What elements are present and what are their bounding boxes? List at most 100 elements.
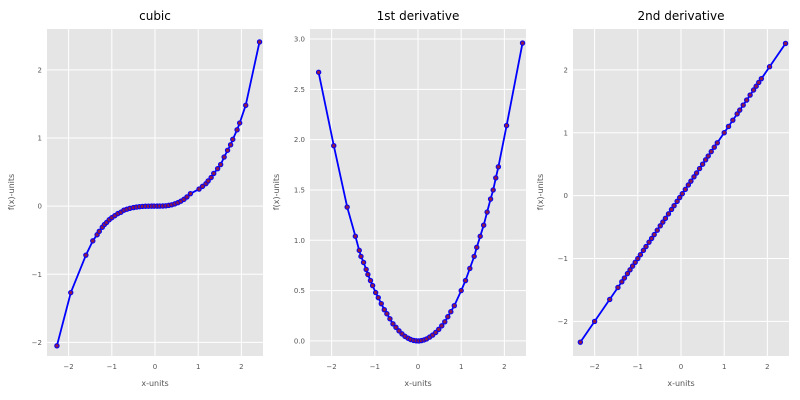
data-point-cubic-45: [221, 154, 227, 160]
data-point-second-derivative-12: [640, 247, 647, 254]
data-point-second-derivative-25: [677, 194, 683, 201]
data-point-second-derivative-47: [750, 87, 757, 93]
data-point-cubic-40: [205, 178, 211, 184]
x-tick-label-first-derivative-0: −2: [326, 363, 336, 371]
data-point-second-derivative-22: [668, 206, 675, 213]
y-tick-label-first-derivative-0: 0.0: [294, 337, 305, 345]
data-point-cubic-5: [96, 228, 102, 235]
data-point-cubic-47: [227, 142, 234, 148]
data-point-first-derivative-15: [384, 311, 390, 317]
panel-cubic: −2 −1 0 1 2 −2 −1 0 1 2 cubic x-units f(x)-units: [7, 9, 263, 388]
data-point-second-derivative-34: [702, 157, 709, 163]
data-point-second-derivative-20: [662, 215, 669, 221]
data-point-second-derivative-50: [758, 75, 765, 82]
x-tick-label-first-derivative-2: 0: [416, 363, 420, 371]
x-axis-label-cubic: x-units: [141, 379, 168, 388]
data-point-second-derivative-7: [627, 267, 633, 273]
data-point-first-derivative-32: [433, 329, 439, 336]
data-point-cubic-52: [256, 39, 263, 45]
data-point-first-derivative-11: [372, 289, 379, 296]
data-point-second-derivative-52: [782, 40, 789, 47]
data-point-first-derivative-18: [393, 324, 399, 331]
data-point-second-derivative-16: [651, 231, 657, 238]
data-point-second-derivative-38: [714, 140, 720, 146]
data-point-first-derivative-17: [390, 321, 396, 327]
data-point-cubic-35: [184, 194, 190, 200]
ticks-cubic: −2 −1 0 1 2 −2 −1 0 1 2: [32, 66, 244, 371]
data-point-second-derivative-30: [691, 174, 697, 180]
y-tick-label-second-derivative-3: 1: [564, 129, 568, 137]
data-point-first-derivative-14: [381, 307, 388, 313]
data-point-second-derivative-13: [643, 243, 649, 250]
data-point-second-derivative-11: [637, 252, 644, 258]
y-tick-label-first-derivative-5: 2.5: [294, 86, 305, 94]
data-point-first-derivative-36: [445, 314, 451, 320]
x-tick-label-first-derivative-4: 2: [502, 363, 506, 371]
data-point-second-derivative-48: [753, 83, 759, 89]
data-point-second-derivative-15: [648, 235, 655, 242]
series-second-derivative: [577, 40, 789, 345]
y-tick-label-second-derivative-0: −2: [558, 318, 568, 326]
grid-cubic: [47, 29, 263, 356]
data-point-first-derivative-6: [360, 259, 367, 266]
data-point-first-derivative-38: [451, 302, 457, 309]
data-point-cubic-49: [234, 127, 240, 133]
data-point-second-derivative-18: [657, 223, 663, 229]
data-point-second-derivative-32: [696, 165, 703, 172]
y-tick-label-cubic-2: 0: [38, 203, 42, 211]
data-point-first-derivative-12: [375, 294, 381, 301]
y-tick-label-cubic-0: −2: [32, 339, 42, 347]
x-axis-label-first-derivative: x-units: [404, 379, 431, 388]
data-point-first-derivative-10: [369, 282, 376, 289]
y-tick-label-second-derivative-2: 0: [564, 192, 568, 200]
x-tick-label-first-derivative-1: −1: [370, 363, 380, 371]
data-point-second-derivative-28: [685, 182, 692, 188]
chart-title-cubic: cubic: [139, 9, 171, 23]
data-point-cubic-3: [90, 238, 96, 244]
data-point-cubic-1: [68, 289, 74, 296]
data-point-first-derivative-34: [439, 323, 445, 329]
grid-first-derivative: [310, 29, 526, 356]
y-axis-label-second-derivative: f(x)-units: [536, 174, 545, 210]
x-axis-label-second-derivative: x-units: [667, 379, 694, 388]
data-point-second-derivative-36: [708, 148, 714, 155]
data-point-first-derivative-1: [331, 143, 337, 149]
chart-title-first-derivative: 1st derivative: [377, 9, 460, 23]
data-point-first-derivative-41: [467, 265, 473, 272]
x-tick-label-cubic-3: 1: [196, 363, 200, 371]
y-tick-label-cubic-3: 1: [38, 135, 42, 143]
data-point-first-derivative-4: [356, 247, 362, 254]
y-tick-label-second-derivative-1: −1: [558, 255, 568, 263]
data-point-second-derivative-0: [577, 339, 584, 345]
y-axis-label-first-derivative: f(x)-units: [272, 174, 281, 210]
data-point-first-derivative-47: [487, 196, 494, 202]
data-point-second-derivative-40: [725, 123, 732, 130]
data-point-second-derivative-43: [737, 107, 743, 113]
y-tick-label-cubic-4: 2: [38, 66, 42, 74]
data-point-second-derivative-2: [607, 296, 613, 303]
data-point-first-derivative-13: [378, 300, 384, 307]
data-point-first-derivative-50: [495, 164, 502, 170]
y-tick-label-first-derivative-1: 0.5: [294, 287, 305, 295]
data-point-second-derivative-24: [674, 198, 680, 205]
data-point-second-derivative-44: [740, 102, 746, 108]
data-point-first-derivative-2: [344, 204, 350, 210]
data-point-second-derivative-10: [635, 255, 641, 262]
data-point-first-derivative-39: [458, 287, 464, 294]
panel-first-derivative: −2 −1 0 1 2 0.0 0.5 1.0 1.5 2.0 2.5 3.0 1st derivat…: [272, 9, 526, 388]
data-point-second-derivative-42: [734, 111, 740, 117]
grid-second-derivative: [573, 29, 789, 356]
data-point-first-derivative-49: [493, 175, 499, 181]
data-point-second-derivative-33: [699, 161, 706, 167]
data-point-first-derivative-44: [477, 233, 483, 239]
data-point-cubic-37: [196, 186, 202, 192]
data-point-second-derivative-23: [671, 203, 677, 209]
data-point-cubic-51: [243, 102, 249, 109]
data-point-cubic-46: [224, 147, 231, 153]
x-tick-label-cubic-4: 2: [239, 363, 243, 371]
data-point-second-derivative-37: [711, 144, 717, 150]
series-cubic: [54, 39, 263, 349]
data-point-second-derivative-4: [619, 279, 625, 285]
data-point-second-derivative-45: [743, 97, 750, 103]
